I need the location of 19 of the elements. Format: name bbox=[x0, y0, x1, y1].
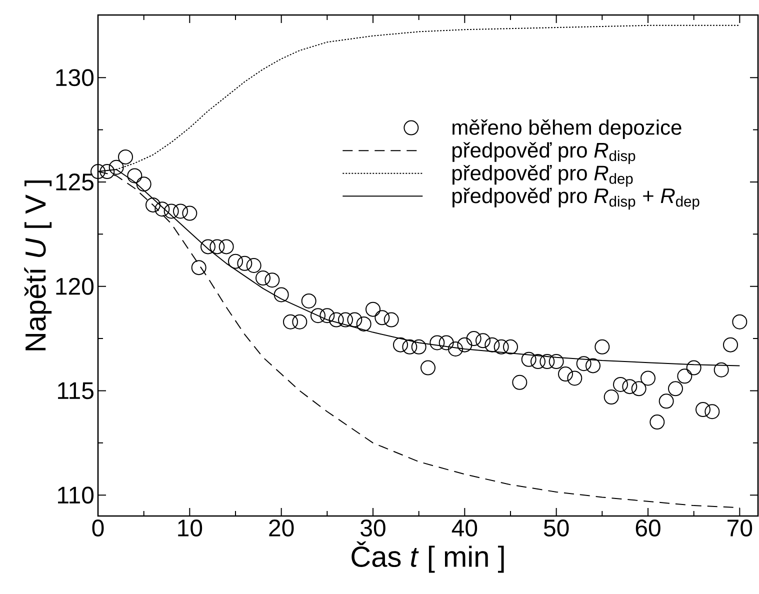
x-tick-label: 60 bbox=[636, 520, 660, 537]
y-tick-label: 120 bbox=[56, 278, 94, 295]
y-tick-label: 130 bbox=[56, 69, 94, 86]
x-tick-label: 30 bbox=[360, 520, 386, 537]
x-tick-label: 50 bbox=[544, 520, 569, 537]
x-tick-label: 40 bbox=[452, 520, 478, 537]
y-tick-label: 115 bbox=[58, 382, 94, 400]
legend-label: předpověď pro R$_{disp}$ bbox=[452, 142, 636, 164]
x-tick-label: 10 bbox=[178, 520, 202, 537]
legend-label: měřeno během depozice bbox=[452, 119, 682, 140]
x-tick-label: 0 bbox=[92, 520, 104, 537]
legend-label: předpověď pro R$_{disp}$ + R$_{dep}$ bbox=[452, 188, 700, 210]
y-tick-label: 125 bbox=[56, 174, 94, 190]
y-axis-title: Napětí U [ V ] bbox=[24, 180, 52, 350]
x-axis-title: Čas t [ min ] bbox=[352, 541, 504, 573]
legend-label: předpověď pro R$_{dep}$ bbox=[452, 164, 633, 187]
x-tick-label: 70 bbox=[728, 520, 752, 537]
y-tick-label: 110 bbox=[58, 486, 94, 504]
x-tick-label: 20 bbox=[269, 520, 294, 537]
